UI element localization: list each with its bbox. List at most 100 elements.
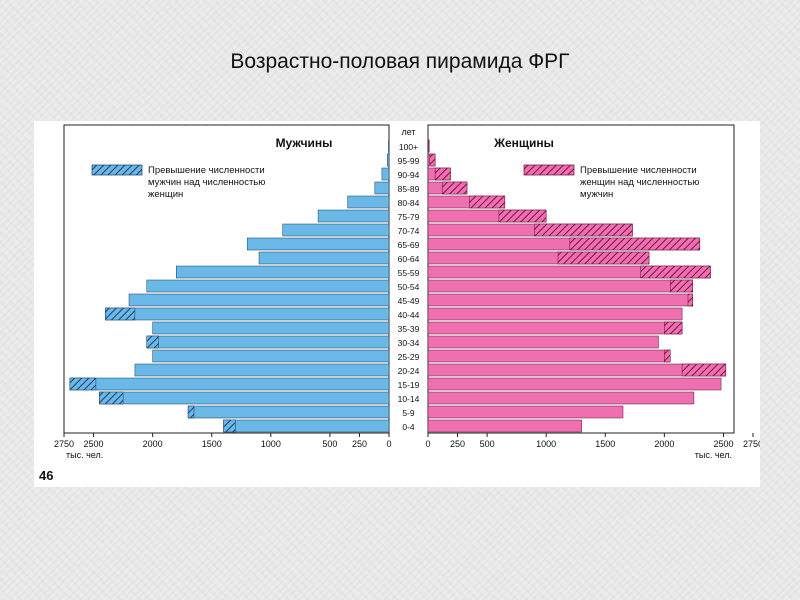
male-bar bbox=[105, 307, 390, 321]
male-bar bbox=[146, 279, 390, 293]
male-bar bbox=[223, 419, 390, 433]
pyramid-scan: 100+ 95-99 90-94 85-89 80-84 75-79 70-74 65-69 6… bbox=[34, 121, 760, 487]
female-bar bbox=[427, 391, 695, 405]
age-group-label: 80-84 bbox=[398, 198, 420, 208]
male-excess-legend-label: Превышение численности bbox=[148, 165, 265, 176]
female-x-tick-label: 2500 bbox=[713, 439, 733, 449]
female-x-tick-label: 1500 bbox=[595, 439, 615, 449]
age-group-label: 65-69 bbox=[398, 240, 420, 250]
male-plot-frame bbox=[63, 124, 390, 434]
female-excess-legend-label: женщин над численностью bbox=[580, 177, 699, 188]
female-bar bbox=[427, 405, 624, 419]
age-group-label: 75-79 bbox=[398, 212, 420, 222]
male-bar bbox=[347, 195, 390, 209]
age-group-label: 45-49 bbox=[398, 296, 420, 306]
male-bar bbox=[381, 167, 390, 181]
male-excess-legend-swatch bbox=[91, 164, 143, 176]
female-excess-bar bbox=[569, 237, 701, 251]
female-excess-bar bbox=[441, 181, 468, 195]
female-bar bbox=[427, 363, 727, 377]
age-group-label: 60-64 bbox=[398, 254, 420, 264]
male-x-tick-label: 250 bbox=[352, 439, 367, 449]
age-group-label: 70-74 bbox=[398, 226, 420, 236]
female-x-tick-label: 500 bbox=[480, 439, 495, 449]
page-number: 46 bbox=[39, 468, 54, 483]
female-x-tick-label: 2000 bbox=[654, 439, 674, 449]
age-group-label: 85-89 bbox=[398, 184, 420, 194]
female-bar bbox=[427, 321, 683, 335]
male-excess-bar bbox=[223, 419, 236, 433]
female-bar bbox=[427, 419, 582, 433]
male-excess-bar bbox=[146, 335, 159, 349]
male-x-tick-label: 1000 bbox=[261, 439, 281, 449]
age-group-label: 90-94 bbox=[398, 170, 420, 180]
male-x-tick-label: 0 bbox=[386, 439, 391, 449]
male-bar bbox=[317, 209, 390, 223]
female-excess-bar bbox=[434, 167, 451, 181]
male-bar bbox=[388, 139, 390, 153]
age-group-label: 35-39 bbox=[398, 324, 420, 334]
age-group-label: 25-29 bbox=[398, 352, 420, 362]
male-excess-bar bbox=[105, 307, 136, 321]
male-bar bbox=[282, 223, 390, 237]
male-bar bbox=[246, 237, 390, 251]
male-bar bbox=[374, 181, 390, 195]
age-group-label: 30-34 bbox=[398, 338, 420, 348]
female-excess-bar bbox=[429, 153, 436, 167]
female-bar bbox=[427, 335, 659, 349]
female-excess-bar bbox=[664, 321, 683, 335]
age-group-label: 95-99 bbox=[398, 156, 420, 166]
age-group-label: 40-44 bbox=[398, 310, 420, 320]
male-excess-legend-label: мужчин над численностью bbox=[148, 177, 265, 188]
male-x-tick-label: 2500 bbox=[84, 439, 104, 449]
male-bar bbox=[152, 321, 390, 335]
female-excess-bar bbox=[681, 363, 727, 377]
female-excess-legend-label: Превышение численности bbox=[580, 165, 697, 176]
female-x-tick-label: 1000 bbox=[536, 439, 556, 449]
male-bar bbox=[134, 363, 390, 377]
male-excess-bar bbox=[187, 405, 195, 419]
female-excess-bar bbox=[534, 223, 633, 237]
female-bar bbox=[427, 377, 722, 391]
female-excess-legend-label: мужчин bbox=[580, 189, 613, 200]
female-excess-bar bbox=[498, 209, 547, 223]
female-bar bbox=[427, 293, 693, 307]
age-group-label: 55-59 bbox=[398, 268, 420, 278]
female-excess-bar bbox=[469, 195, 506, 209]
female-unit-label: тыс. чел. bbox=[695, 450, 732, 460]
female-excess-bar bbox=[664, 349, 671, 363]
female-bar bbox=[427, 307, 683, 321]
male-bar bbox=[128, 293, 390, 307]
age-group-label: 0-4 bbox=[402, 422, 415, 432]
female-x-tick-label: 2750 bbox=[743, 439, 760, 449]
male-bar bbox=[187, 405, 390, 419]
female-excess-bar bbox=[428, 139, 430, 153]
male-bar bbox=[176, 265, 390, 279]
male-header: Мужчины bbox=[276, 136, 333, 150]
female-excess-bar bbox=[557, 251, 650, 265]
female-excess-bar bbox=[687, 293, 693, 307]
male-bar bbox=[386, 153, 390, 167]
age-group-label: 100+ bbox=[399, 142, 418, 152]
male-excess-bar bbox=[99, 391, 124, 405]
male-bar bbox=[258, 251, 390, 265]
age-group-label: 15-19 bbox=[398, 380, 420, 390]
female-header: Женщины bbox=[493, 136, 554, 150]
male-unit-label: тыс. чел. bbox=[66, 450, 103, 460]
female-bar bbox=[427, 279, 693, 293]
age-group-label: 5-9 bbox=[402, 408, 415, 418]
age-group-label: 20-24 bbox=[398, 366, 420, 376]
population-pyramid-chart: 100+ 95-99 90-94 85-89 80-84 75-79 70-74 65-69 6… bbox=[54, 124, 760, 460]
male-x-tick-label: 2750 bbox=[54, 439, 74, 449]
male-excess-legend-label: женщин bbox=[148, 189, 183, 200]
age-group-label: 50-54 bbox=[398, 282, 420, 292]
age-group-label: 10-14 bbox=[398, 394, 420, 404]
male-bar bbox=[146, 335, 390, 349]
male-x-tick-label: 1500 bbox=[202, 439, 222, 449]
male-bar bbox=[152, 349, 390, 363]
female-plot-frame bbox=[427, 124, 735, 434]
age-header: лет bbox=[401, 127, 415, 137]
slide-title: Возрастно-половая пирамида ФРГ bbox=[230, 50, 570, 73]
female-excess-legend-swatch bbox=[523, 164, 575, 176]
male-bar bbox=[99, 391, 390, 405]
